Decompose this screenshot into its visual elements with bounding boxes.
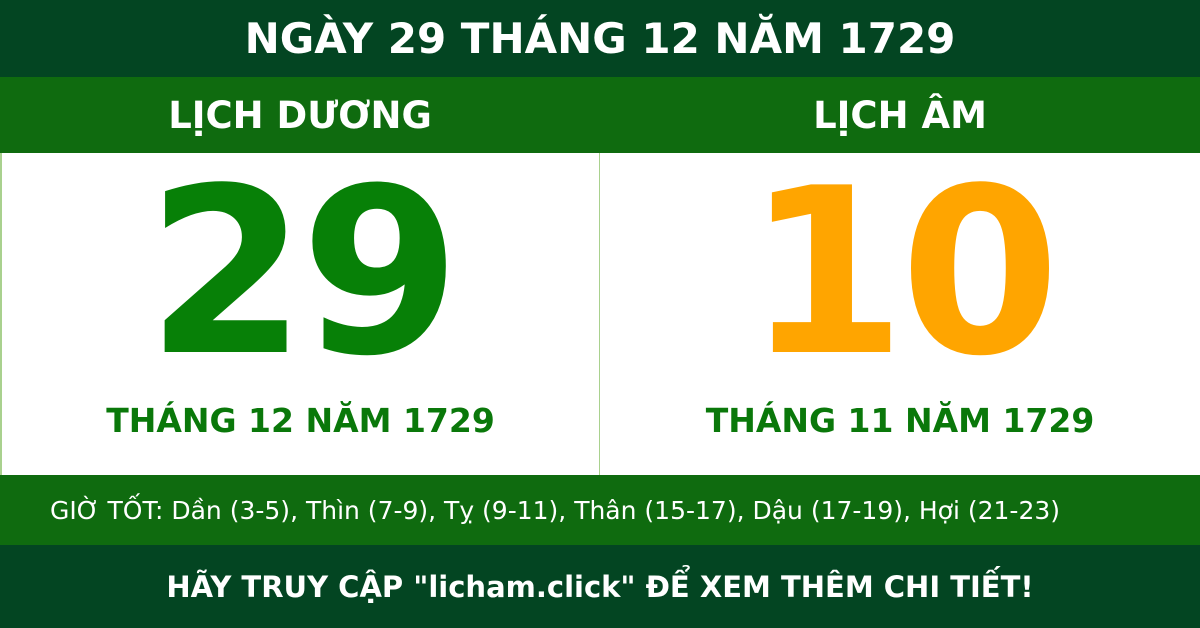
good-hours-text: GIỜ TỐT: Dần (3-5), Thìn (7-9), Tỵ (9-11…	[50, 495, 1061, 525]
lunar-column: 10 THÁNG 11 NĂM 1729	[600, 153, 1200, 475]
page-title: NGÀY 29 THÁNG 12 NĂM 1729	[0, 0, 1200, 77]
solar-column: 29 THÁNG 12 NĂM 1729	[0, 153, 600, 475]
footer-banner: HÃY TRUY CẬP "licham.click" ĐỂ XEM THÊM …	[0, 545, 1200, 628]
good-hours-bar: GIỜ TỐT: Dần (3-5), Thìn (7-9), Tỵ (9-11…	[0, 475, 1200, 545]
footer-text: HÃY TRUY CẬP "licham.click" ĐỂ XEM THÊM …	[166, 569, 1034, 604]
lunar-month-year: THÁNG 11 NĂM 1729	[705, 401, 1095, 440]
title-text: NGÀY 29 THÁNG 12 NĂM 1729	[244, 14, 956, 63]
solar-day: 29	[146, 140, 460, 407]
calendar-headers: LỊCH DƯƠNG LỊCH ÂM	[0, 77, 1200, 153]
calendar-body: 29 THÁNG 12 NĂM 1729 10 THÁNG 11 NĂM 172…	[0, 153, 1200, 475]
lunar-calendar-label: LỊCH ÂM	[813, 93, 987, 137]
lunar-day: 10	[745, 140, 1060, 407]
solar-month-year: THÁNG 12 NĂM 1729	[106, 401, 495, 440]
solar-calendar-label: LỊCH DƯƠNG	[168, 93, 432, 137]
